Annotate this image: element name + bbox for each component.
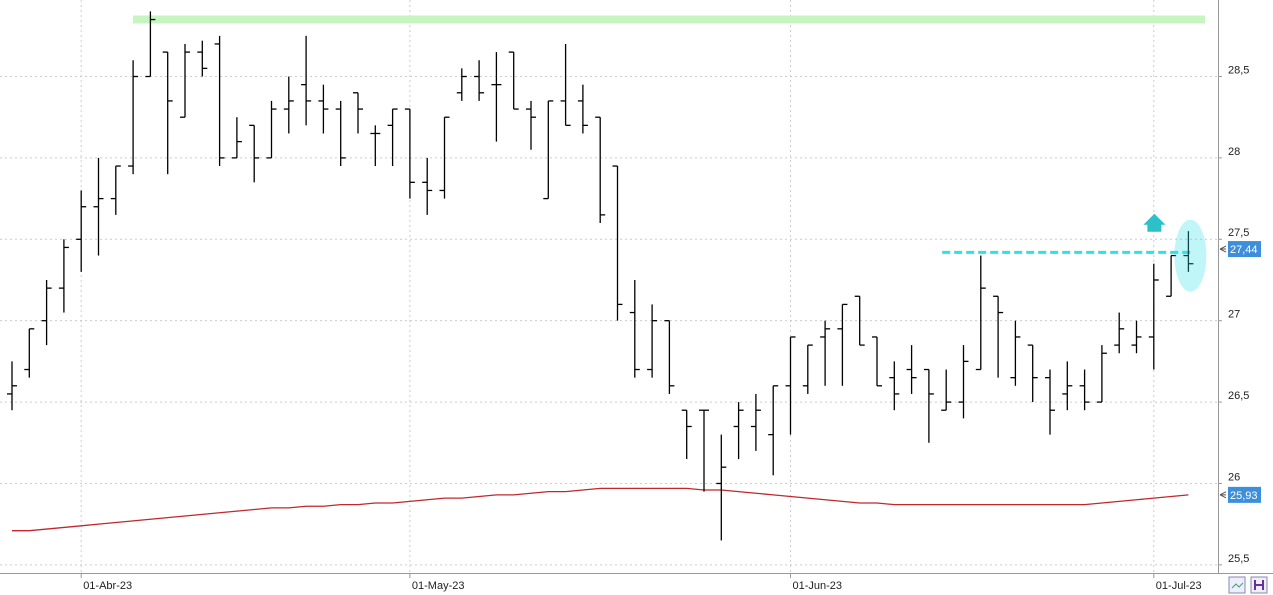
- highlight-ellipse: [1174, 219, 1207, 292]
- y-tick-label: 27: [1228, 309, 1240, 321]
- y-tick-label: 28,5: [1228, 64, 1249, 76]
- y-tick-label: 26,5: [1228, 390, 1249, 402]
- zoom-icon: [1231, 582, 1244, 589]
- x-tick-label: 01-Jun-23: [793, 580, 843, 592]
- x-tick-label: 01-Jul-23: [1156, 580, 1202, 592]
- x-tick-label: 01-May-23: [412, 580, 465, 592]
- price-marker: [1228, 241, 1261, 258]
- price-marker-arrow: [1219, 491, 1227, 499]
- price-marker-arrow: [1219, 245, 1227, 253]
- y-tick-label: 28: [1228, 146, 1240, 158]
- price-marker: [1228, 486, 1261, 503]
- y-tick-label: 27,5: [1228, 227, 1249, 239]
- moving-average-line: [12, 487, 1189, 532]
- y-tick-label: 26: [1228, 471, 1240, 483]
- y-tick-label: 25,5: [1228, 553, 1249, 565]
- price-marker-label: 27,44: [1230, 244, 1258, 256]
- price-marker-label: 25,93: [1230, 490, 1258, 502]
- up-arrow: [1143, 213, 1166, 232]
- home-icon: [1254, 580, 1264, 590]
- x-tick-label: 01-Abr-23: [83, 580, 132, 592]
